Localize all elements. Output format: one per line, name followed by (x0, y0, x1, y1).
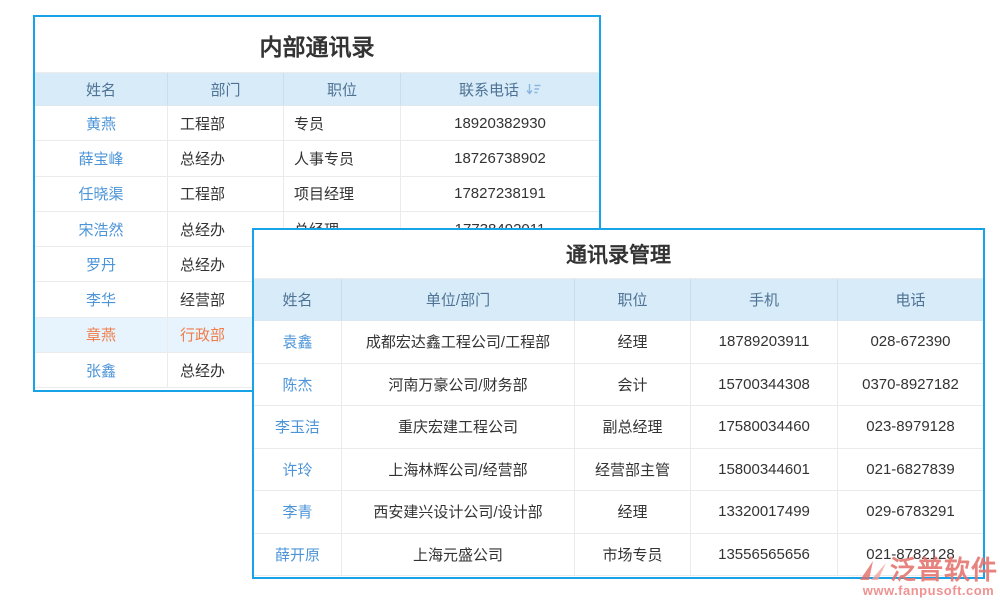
cell-name: 袁鑫 (254, 321, 342, 363)
cell-phone: 021-6827839 (866, 460, 955, 478)
col-header-org: 单位/部门 (342, 279, 575, 320)
cell-name: 宋浩然 (35, 211, 168, 247)
cell-mobile: 15700344308 (691, 363, 838, 405)
col-header-phone-label: 联系电话 (458, 81, 519, 99)
cell-name: 薛宝峰 (35, 141, 168, 176)
cell-position: 人事专员 (284, 141, 401, 176)
col-header-phone: 电话 (895, 292, 926, 309)
col-header-name: 姓名 (35, 73, 168, 105)
cell-phone: 029-6783291 (866, 503, 955, 521)
cell-org: 上海元盛公司 (342, 533, 575, 575)
cell-org: 西安建兴设计公司/设计部 (342, 491, 575, 533)
cell-mobile: 15800344601 (691, 448, 838, 490)
cell-dept: 工程部 (168, 176, 284, 211)
fanpu-logo-icon (859, 559, 889, 583)
table-header-row: 姓名 部门 职位 联系电话 (35, 73, 599, 106)
fanpu-watermark: 泛普软件 www.fanpusoft.com (859, 557, 998, 597)
col-header-name: 姓名 (254, 279, 342, 320)
cell-name: 章燕 (35, 317, 168, 353)
cell-phone: 028-672390 (870, 333, 951, 351)
cell-name: 张鑫 (35, 353, 168, 388)
cell-position: 市场专员 (575, 533, 691, 575)
col-header-mobile: 手机 (691, 279, 838, 320)
cell-phone: 18726738902 (454, 149, 546, 167)
cell-org: 重庆宏建工程公司 (342, 406, 575, 448)
table-row[interactable]: 薛宝峰 总经办 人事专员 18726738902 (35, 141, 599, 177)
col-header-phone[interactable]: 联系电话 (401, 73, 599, 105)
cell-position: 经营部主管 (575, 448, 691, 490)
directory-management-title: 通讯录管理 (254, 230, 983, 279)
sort-descending-icon[interactable] (526, 83, 541, 96)
cell-name: 陈杰 (254, 363, 342, 405)
cell-phone: 0370-8927182 (862, 375, 959, 393)
col-header-dept: 部门 (168, 73, 284, 105)
cell-name: 黄燕 (35, 106, 168, 141)
cell-mobile: 13556565656 (691, 533, 838, 575)
directory-management-table: 姓名 单位/部门 职位 手机 电话 袁鑫 成都宏达鑫工程公司/工程部 经理 18… (254, 279, 983, 576)
cell-phone: 18920382930 (454, 114, 546, 132)
cell-mobile: 18789203911 (691, 321, 838, 363)
table-row[interactable]: 袁鑫 成都宏达鑫工程公司/工程部 经理 18789203911 028-6723… (254, 321, 983, 364)
fanpu-url-link[interactable]: www.fanpusoft.com (862, 583, 995, 598)
cell-name: 李青 (254, 491, 342, 533)
cell-dept: 工程部 (168, 106, 284, 141)
directory-management-window: 通讯录管理 姓名 单位/部门 职位 手机 电话 袁鑫 成都宏达鑫工程公司/工程部… (252, 228, 985, 579)
table-row[interactable]: 薛开原 上海元盛公司 市场专员 13556565656 021-8782128 (254, 533, 983, 576)
cell-mobile: 13320017499 (691, 491, 838, 533)
cell-name: 薛开原 (254, 533, 342, 575)
cell-org: 上海林辉公司/经营部 (342, 448, 575, 490)
cell-org: 成都宏达鑫工程公司/工程部 (342, 321, 575, 363)
cell-position: 副总经理 (575, 406, 691, 448)
table-row[interactable]: 李青 西安建兴设计公司/设计部 经理 13320017499 029-67832… (254, 491, 983, 534)
cell-position: 专员 (284, 106, 401, 141)
cell-phone: 17827238191 (454, 185, 546, 203)
internal-directory-title: 内部通讯录 (35, 17, 599, 73)
table-row[interactable]: 任晓渠 工程部 项目经理 17827238191 (35, 176, 599, 212)
table-row[interactable]: 黄燕 工程部 专员 18920382930 (35, 106, 599, 142)
cell-phone: 021-8782128 (866, 545, 955, 563)
cell-position: 项目经理 (284, 176, 401, 211)
cell-dept: 总经办 (168, 141, 284, 176)
table-row[interactable]: 李玉洁 重庆宏建工程公司 副总经理 17580034460 023-897912… (254, 406, 983, 449)
col-header-position: 职位 (575, 279, 691, 320)
cell-name: 任晓渠 (35, 176, 168, 211)
cell-name: 罗丹 (35, 247, 168, 282)
table-row[interactable]: 许玲 上海林辉公司/经营部 经营部主管 15800344601 021-6827… (254, 448, 983, 491)
col-header-position: 职位 (284, 73, 401, 105)
cell-mobile: 17580034460 (691, 406, 838, 448)
cell-org: 河南万豪公司/财务部 (342, 363, 575, 405)
cell-position: 经理 (575, 491, 691, 533)
cell-name: 许玲 (254, 448, 342, 490)
table-row[interactable]: 陈杰 河南万豪公司/财务部 会计 15700344308 0370-892718… (254, 363, 983, 406)
cell-name: 李玉洁 (254, 406, 342, 448)
cell-position: 经理 (575, 321, 691, 363)
table-header-row: 姓名 单位/部门 职位 手机 电话 (254, 279, 983, 321)
cell-position: 会计 (575, 363, 691, 405)
cell-phone: 023-8979128 (866, 418, 955, 436)
fanpu-brand-text: 泛普软件 (889, 555, 998, 585)
cell-name: 李华 (35, 282, 168, 317)
